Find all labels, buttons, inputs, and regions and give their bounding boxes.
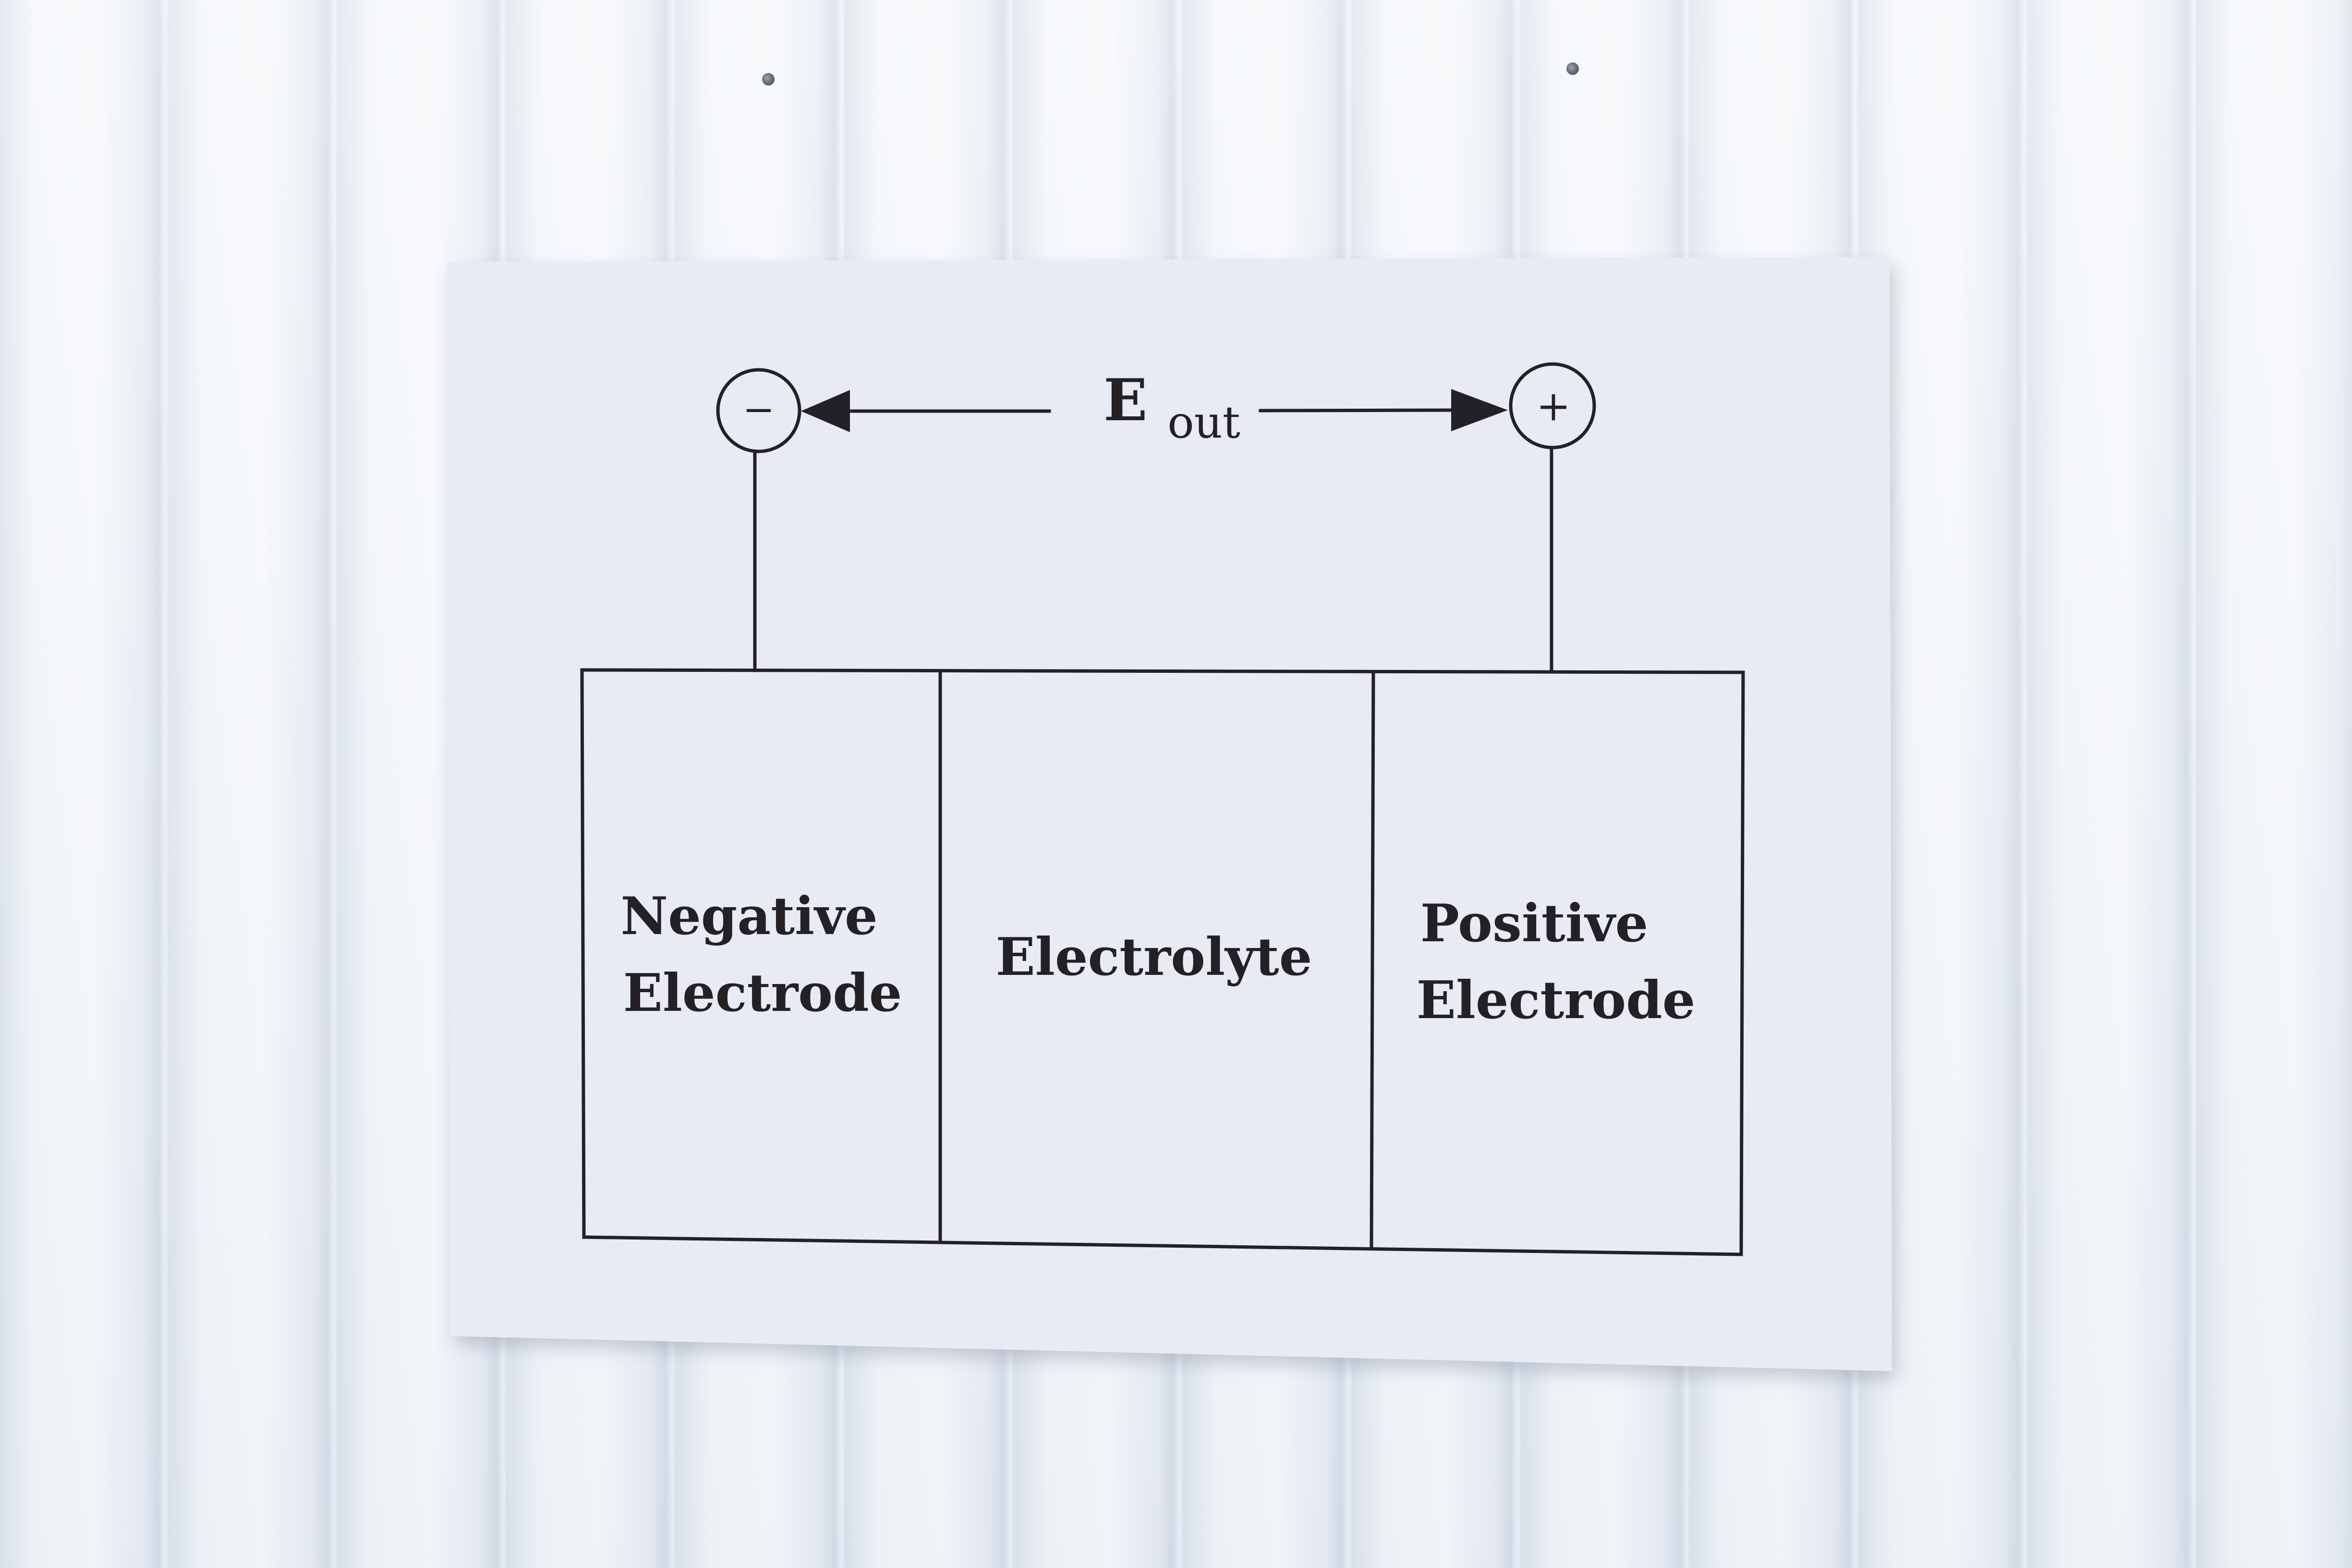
positive-terminal (1509, 362, 1596, 450)
poster-sheet (447, 257, 1892, 1371)
wall-screw-left (762, 73, 775, 85)
positive-terminal-symbol: + (1536, 382, 1571, 430)
negative-terminal-symbol: − (742, 387, 775, 432)
output-voltage-label: E out (1103, 366, 1240, 448)
arrow-to-negative-head (801, 390, 850, 432)
divider-right (1370, 670, 1375, 1251)
cell-outline (580, 668, 1745, 1256)
output-voltage-symbol: E (1103, 366, 1147, 434)
arrow-to-positive-shaft (1259, 408, 1459, 413)
output-voltage-subscript: out (1167, 397, 1240, 448)
wall-screw-right (1566, 62, 1579, 75)
arrow-to-positive-head (1451, 389, 1508, 431)
negative-terminal (716, 368, 801, 453)
negative-electrode-label-line2: Electrode (623, 963, 902, 1023)
positive-electrode-label-line1: Positive (1420, 893, 1649, 954)
negative-electrode-label-line1: Negative (620, 886, 877, 947)
positive-electrode-label-line2: Electrode (1417, 970, 1696, 1031)
electrolyte-label: Electrolyte (995, 927, 1312, 987)
